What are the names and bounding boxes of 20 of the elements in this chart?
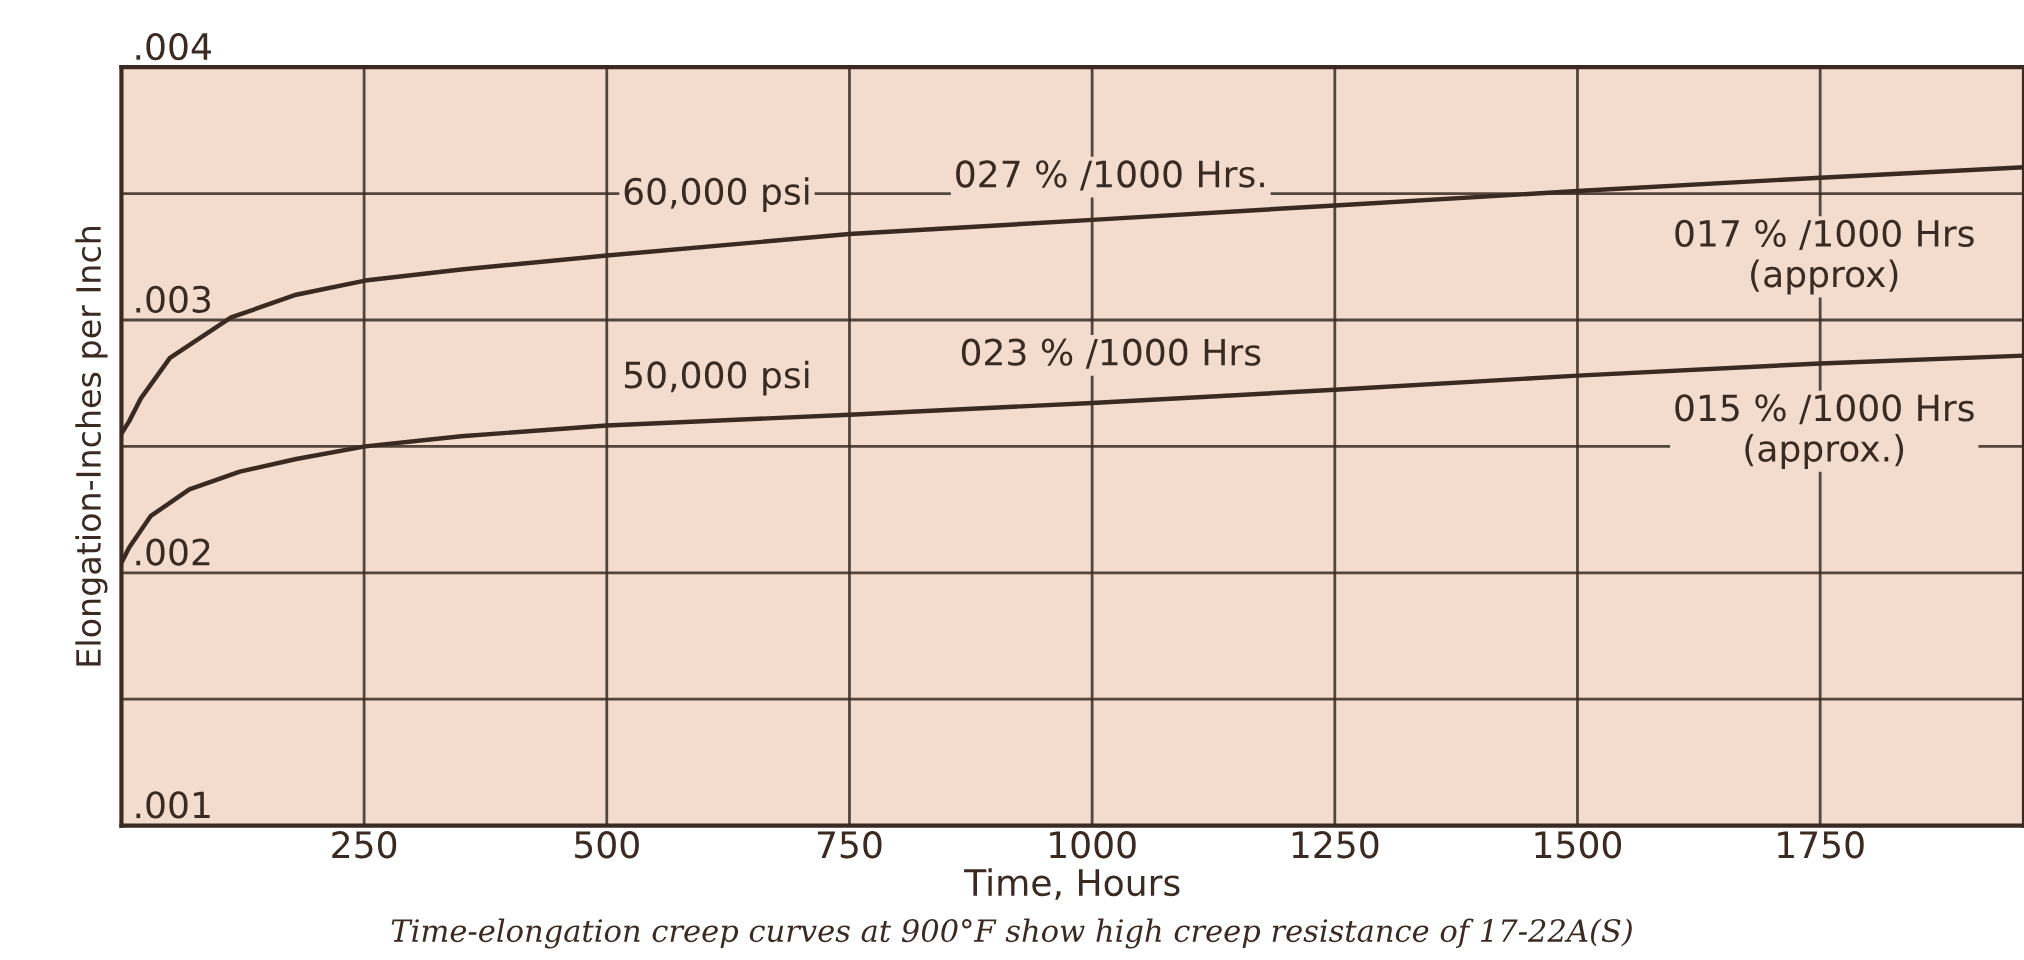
y-axis-title: Elongation-Inches per Inch (75, 226, 108, 666)
x-tick-label: 1500 (1535, 831, 1622, 859)
annotation: 023 % /1000 Hrs (961, 338, 1261, 369)
annotation: 017 % /1000 Hrs (approx) (1675, 219, 1974, 295)
x-tick-label: 1000 (1050, 831, 1136, 859)
y-tick-label: .003 (136, 285, 211, 313)
x-axis-title: Time, Hours (964, 868, 1180, 900)
y-tick-label: .002 (136, 538, 210, 566)
annotation: 027 % /1000 Hrs. (956, 160, 1264, 191)
x-tick-label: 250 (332, 831, 397, 859)
annotation: 015 % /1000 Hrs (approx.) (1675, 394, 1974, 469)
annotation: 50,000 psi (624, 360, 809, 396)
annotation: 60,000 psi (624, 177, 809, 213)
x-tick-label: 1250 (1292, 831, 1379, 859)
y-tick-label: .004 (136, 32, 211, 61)
x-tick-label: 1750 (1778, 831, 1864, 859)
x-tick-label: 750 (817, 831, 882, 859)
x-tick-label: 500 (575, 831, 639, 859)
text: Time-elongation creep curves at 900°F show high creep resistance of 17-22A(S) (391, 918, 1632, 949)
y-tick-label: .001 (136, 791, 210, 819)
